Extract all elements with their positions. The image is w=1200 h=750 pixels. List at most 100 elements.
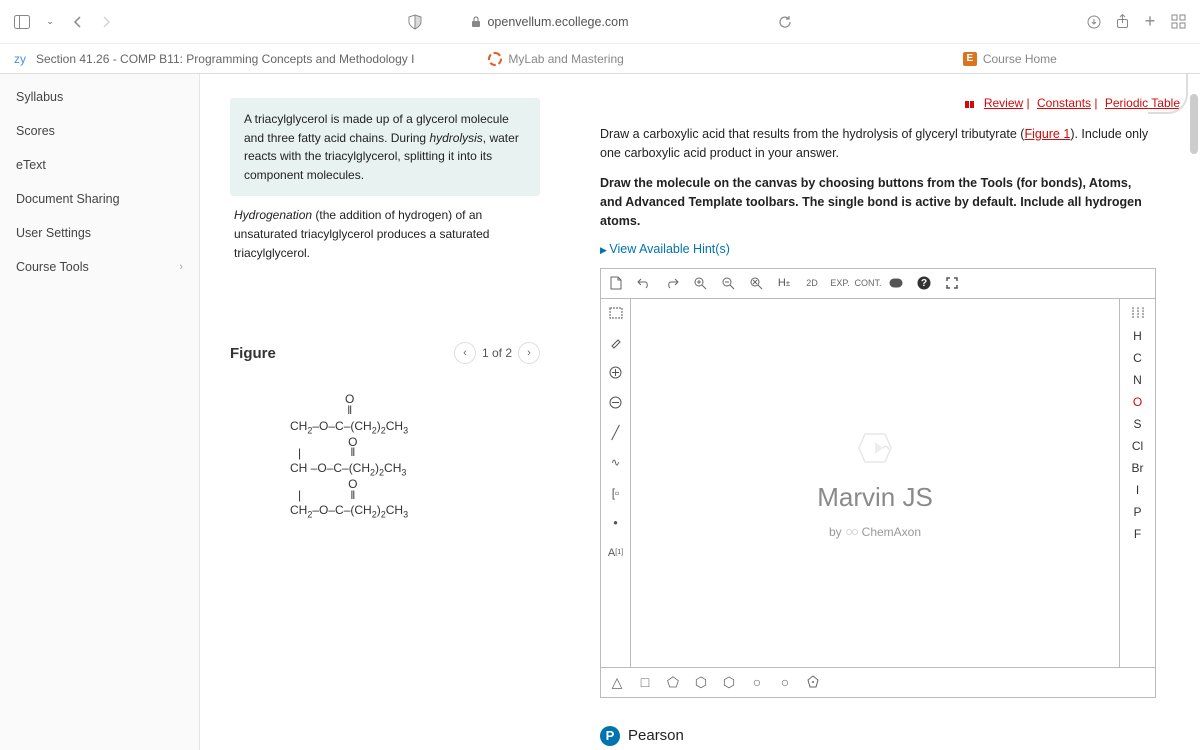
tab-course-home[interactable]: E Course Home [949, 44, 1200, 73]
marvin-subtitle: by ChemAxon [829, 525, 921, 539]
cont-icon[interactable]: CONT. [859, 274, 877, 292]
url-text: openvellum.ecollege.com [487, 15, 628, 29]
share-icon[interactable] [1112, 12, 1132, 32]
ring-icon[interactable]: ○ [749, 674, 765, 690]
tab-label: Section 41.26 - COMP B11: Programming Co… [36, 52, 414, 66]
download-icon[interactable] [1084, 12, 1104, 32]
hexagon2-icon[interactable]: ⬡ [721, 674, 737, 690]
sidebar-item-document-sharing[interactable]: Document Sharing [0, 182, 199, 216]
sidebar-item-etext[interactable]: eText [0, 148, 199, 182]
hexagon-icon[interactable]: ⬡ [693, 674, 709, 690]
top-links: Review | Constants | Periodic Table [560, 96, 1180, 111]
h-toggle[interactable]: H± [775, 274, 793, 292]
forward-icon[interactable] [96, 12, 116, 32]
tab-mylab[interactable]: MyLab and Mastering [474, 44, 948, 73]
figure-link[interactable]: Figure 1 [1024, 127, 1070, 141]
figure-pager-text: 1 of 2 [482, 346, 512, 360]
ring2-icon[interactable]: ○ [777, 674, 793, 690]
shield-icon[interactable] [405, 12, 425, 32]
atom-h[interactable]: H [1124, 325, 1152, 347]
view-hints-button[interactable]: View Available Hint(s) [600, 242, 1156, 256]
info-text: Hydrogenation (the addition of hydrogen)… [230, 206, 540, 262]
plus-icon[interactable]: + [1140, 12, 1160, 32]
atom-br[interactable]: Br [1124, 457, 1152, 479]
tab-label: MyLab and Mastering [508, 52, 623, 66]
redo-icon[interactable] [663, 274, 681, 292]
canvas-atoms-toolbar: ┊┊┊ H C N O S Cl Br I P F [1119, 299, 1155, 667]
lock-icon [471, 16, 481, 28]
mylab-icon [488, 52, 502, 66]
sidebar-item-course-tools[interactable]: Course Tools› [0, 250, 199, 284]
tab-zybooks[interactable]: zy Section 41.26 - COMP B11: Programming… [0, 44, 474, 73]
atom-i[interactable]: I [1124, 479, 1152, 501]
question-para-2: Draw the molecule on the canvas by choos… [600, 174, 1156, 232]
help-icon[interactable]: ? [915, 274, 933, 292]
marvin-title: Marvin JS [817, 482, 933, 513]
chain-icon[interactable]: ∿ [606, 453, 626, 473]
sidebar-item-user-settings[interactable]: User Settings [0, 216, 199, 250]
atom-f[interactable]: F [1124, 523, 1152, 545]
sidebar-item-scores[interactable]: Scores [0, 114, 199, 148]
triangle-icon[interactable]: △ [609, 674, 625, 690]
exp-icon[interactable]: EXP. [831, 274, 849, 292]
text-icon[interactable]: A[1] [606, 543, 626, 563]
zoomfit-icon[interactable] [747, 274, 765, 292]
atom-n[interactable]: N [1124, 369, 1152, 391]
chemical-structure: O‖ CH2–O–C–(CH2)2CH3 |O‖ CH –O–C–(CH2)2C… [230, 394, 540, 521]
point-icon[interactable]: ● [606, 513, 626, 533]
chevron-right-icon: › [179, 261, 183, 273]
constants-link[interactable]: Constants [1037, 96, 1091, 110]
course-icon: E [963, 52, 977, 66]
atom-more-icon[interactable]: ┊┊┊ [1124, 303, 1152, 325]
tabs-grid-icon[interactable] [1168, 12, 1188, 32]
svg-text:?: ? [921, 278, 927, 289]
atom-s[interactable]: S [1124, 413, 1152, 435]
poly-icon[interactable] [805, 674, 821, 690]
2d-icon[interactable]: 2D [803, 274, 821, 292]
info-pill-icon[interactable] [887, 274, 905, 292]
review-link[interactable]: Review [984, 96, 1023, 110]
figure-title: Figure [230, 345, 276, 362]
atom-c[interactable]: C [1124, 347, 1152, 369]
pearson-footer: P Pearson [560, 726, 1180, 746]
atom-cl[interactable]: Cl [1124, 435, 1152, 457]
zoomin-icon[interactable] [691, 274, 709, 292]
fullscreen-icon[interactable] [943, 274, 961, 292]
canvas-left-toolbar: ╱ ∿ [▫ ● A[1] [601, 299, 631, 667]
chargeplus-icon[interactable] [606, 363, 626, 383]
sidebar-item-syllabus[interactable]: Syllabus [0, 80, 199, 114]
info-box: A triacylglycerol is made up of a glycer… [230, 98, 540, 196]
figure-prev-button[interactable]: ‹ [454, 342, 476, 364]
pearson-text: Pearson [628, 727, 684, 744]
canvas-area[interactable]: Marvin JS by ChemAxon [631, 299, 1119, 667]
chemaxon-icon [846, 526, 858, 538]
dropdown-chevron-icon[interactable]: ⌄ [40, 12, 60, 32]
scrollbar[interactable] [1190, 94, 1198, 154]
figure-pager: ‹ 1 of 2 › [454, 342, 540, 364]
canvas-top-toolbar: H± 2D EXP. CONT. ? [601, 269, 1155, 299]
panel-toggle-icon[interactable] [12, 12, 32, 32]
marvin-icon [853, 426, 897, 470]
new-icon[interactable] [607, 274, 625, 292]
zoomout-icon[interactable] [719, 274, 737, 292]
singlebond-icon[interactable]: ╱ [606, 423, 626, 443]
reload-icon[interactable] [775, 12, 795, 32]
back-icon[interactable] [68, 12, 88, 32]
url-bar[interactable]: openvellum.ecollege.com [471, 15, 628, 29]
scroll-arc [1148, 74, 1188, 114]
chargeminus-icon[interactable] [606, 393, 626, 413]
atom-p[interactable]: P [1124, 501, 1152, 523]
pentagon-icon[interactable]: ⬠ [665, 674, 681, 690]
undo-icon[interactable] [635, 274, 653, 292]
question-para-1: Draw a carboxylic acid that results from… [600, 125, 1156, 164]
eraser-icon[interactable] [606, 333, 626, 353]
bracket-icon[interactable]: [▫ [606, 483, 626, 503]
figure-next-button[interactable]: › [518, 342, 540, 364]
browser-toolbar: ⌄ openvellum.ecollege.com + [0, 0, 1200, 44]
tab-bar: zy Section 41.26 - COMP B11: Programming… [0, 44, 1200, 74]
select-rect-icon[interactable] [606, 303, 626, 323]
atom-o[interactable]: O [1124, 391, 1152, 413]
sidebar: Syllabus Scores eText Document Sharing U… [0, 74, 200, 750]
square-icon[interactable]: □ [637, 674, 653, 690]
pearson-badge-icon: P [600, 726, 620, 746]
